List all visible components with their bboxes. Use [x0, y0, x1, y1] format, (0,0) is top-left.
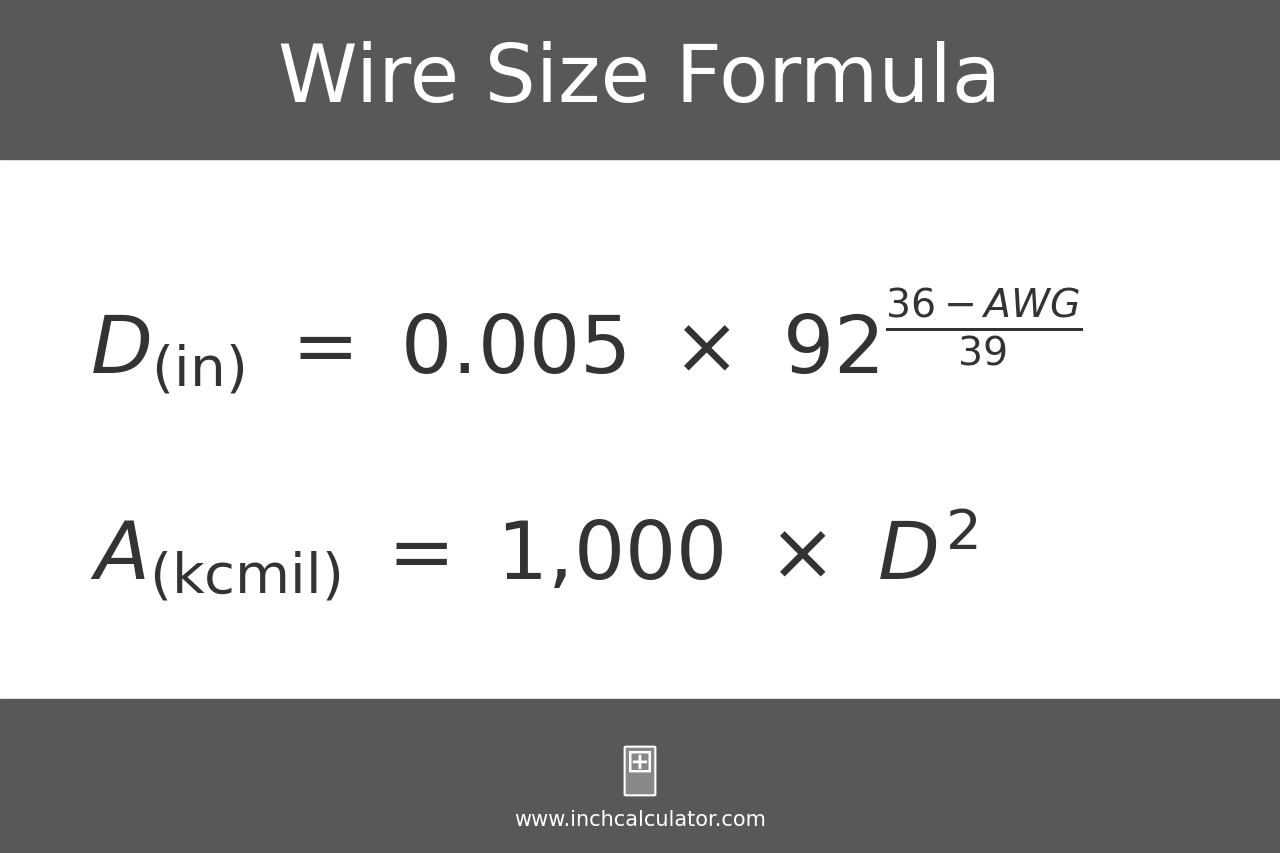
Bar	[0, 160, 1280, 699]
Text: www.inchcalculator.com: www.inchcalculator.com	[515, 809, 765, 829]
Text: Wire Size Formula: Wire Size Formula	[279, 41, 1001, 119]
Text: $\mathit{A}_{\rm{(kcmil)}}\ =\ 1{,}000\ \times\ \mathit{D}^{2}$: $\mathit{A}_{\rm{(kcmil)}}\ =\ 1{,}000\ …	[90, 505, 978, 602]
Text: ⊞: ⊞	[626, 744, 654, 777]
Bar	[0, 699, 1280, 853]
FancyBboxPatch shape	[625, 746, 655, 795]
Text: $\mathit{D}_{\rm{(in)}}\ =\ 0.005\ \times\ 92^{\frac{36-\mathit{AWG}}{39}}$: $\mathit{D}_{\rm{(in)}}\ =\ 0.005\ \time…	[90, 286, 1082, 396]
Bar	[0, 0, 1280, 160]
